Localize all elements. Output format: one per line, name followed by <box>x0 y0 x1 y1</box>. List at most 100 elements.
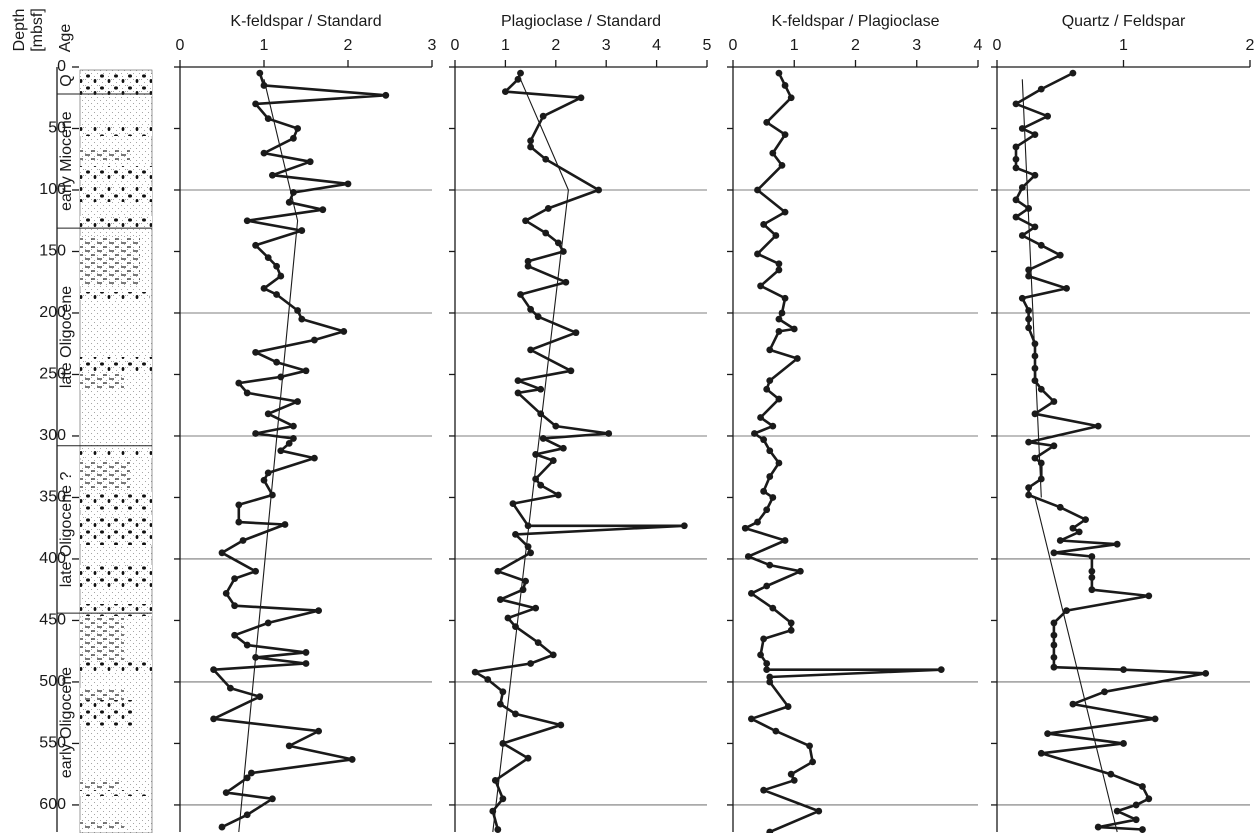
data-point <box>1025 307 1032 314</box>
data-point <box>578 94 585 101</box>
data-point <box>785 703 792 710</box>
panel: Quartz / Feldspar012 <box>991 13 1255 833</box>
data-point <box>560 445 567 452</box>
data-point <box>1019 295 1026 302</box>
data-point <box>290 423 297 430</box>
data-point <box>290 189 297 196</box>
data-point <box>1032 340 1039 347</box>
data-point <box>252 430 259 437</box>
data-point <box>512 711 519 718</box>
x-tick-label: 3 <box>602 37 611 54</box>
data-point <box>779 162 786 169</box>
data-point <box>1133 802 1140 809</box>
data-line <box>214 73 386 827</box>
data-point <box>769 605 776 612</box>
depth-axis-label: Depth <box>11 9 28 52</box>
data-point <box>1025 439 1032 446</box>
data-point <box>527 306 534 313</box>
data-point <box>545 205 552 212</box>
data-point <box>1101 688 1108 695</box>
depth-axis-label: [mbsf] <box>29 8 46 52</box>
data-point <box>766 346 773 353</box>
data-point <box>527 346 534 353</box>
data-point <box>252 654 259 661</box>
data-point <box>1038 86 1045 93</box>
panel-title: Plagioclase / Standard <box>501 13 661 30</box>
data-point <box>595 187 602 194</box>
data-point <box>605 430 612 437</box>
data-point <box>766 679 773 686</box>
panel-title: K-feldspar / Standard <box>230 13 381 30</box>
data-point <box>277 273 284 280</box>
x-tick-label: 1 <box>501 37 510 54</box>
data-point <box>532 451 539 458</box>
data-point <box>782 82 789 89</box>
data-point <box>555 492 562 499</box>
data-point <box>782 209 789 216</box>
data-point <box>261 285 268 292</box>
data-point <box>788 627 795 634</box>
data-point <box>525 522 532 529</box>
data-point <box>1120 740 1127 747</box>
data-point <box>1032 131 1039 138</box>
data-point <box>776 316 783 323</box>
data-point <box>535 313 542 320</box>
data-point <box>294 125 301 132</box>
data-point <box>256 693 263 700</box>
data-point <box>349 756 356 763</box>
data-point <box>568 367 575 374</box>
data-point <box>1013 196 1020 203</box>
data-point <box>1088 574 1095 581</box>
data-point <box>791 777 798 784</box>
data-point <box>252 242 259 249</box>
data-point <box>235 501 242 508</box>
age-label: Q <box>58 74 75 86</box>
data-point <box>1019 232 1026 239</box>
x-tick-label: 2 <box>851 37 860 54</box>
data-point <box>286 199 293 206</box>
data-point <box>537 410 544 417</box>
data-point <box>340 328 347 335</box>
data-point <box>261 477 268 484</box>
age-label: early Miocene <box>58 111 75 211</box>
data-point <box>815 808 822 815</box>
panel: Plagioclase / Standard012345 <box>449 13 712 833</box>
data-point <box>562 279 569 286</box>
data-point <box>494 568 501 575</box>
data-point <box>550 651 557 658</box>
data-point <box>210 666 217 673</box>
data-point <box>742 525 749 532</box>
data-point <box>294 398 301 405</box>
data-point <box>552 423 559 430</box>
data-point <box>497 701 504 708</box>
data-point <box>1051 664 1058 671</box>
data-point <box>1088 568 1095 575</box>
data-point <box>252 568 259 575</box>
data-point <box>766 829 773 833</box>
data-point <box>472 669 479 676</box>
data-point <box>1051 632 1058 639</box>
data-point <box>527 144 534 151</box>
data-point <box>273 263 280 270</box>
data-point <box>754 187 761 194</box>
data-point <box>788 620 795 627</box>
data-point <box>550 457 557 464</box>
data-point <box>525 755 532 762</box>
data-point <box>1044 113 1051 120</box>
data-point <box>235 380 242 387</box>
data-point <box>1057 537 1064 544</box>
data-point <box>277 374 284 381</box>
data-point <box>1051 620 1058 627</box>
data-point <box>1120 666 1127 673</box>
data-point <box>772 232 779 239</box>
x-tick-label: 1 <box>790 37 799 54</box>
data-point <box>766 473 773 480</box>
data-point <box>769 423 776 430</box>
data-point <box>1019 184 1026 191</box>
x-tick-label: 0 <box>176 37 185 54</box>
x-tick-label: 2 <box>551 37 560 54</box>
data-point <box>1025 324 1032 331</box>
data-point <box>1063 607 1070 614</box>
